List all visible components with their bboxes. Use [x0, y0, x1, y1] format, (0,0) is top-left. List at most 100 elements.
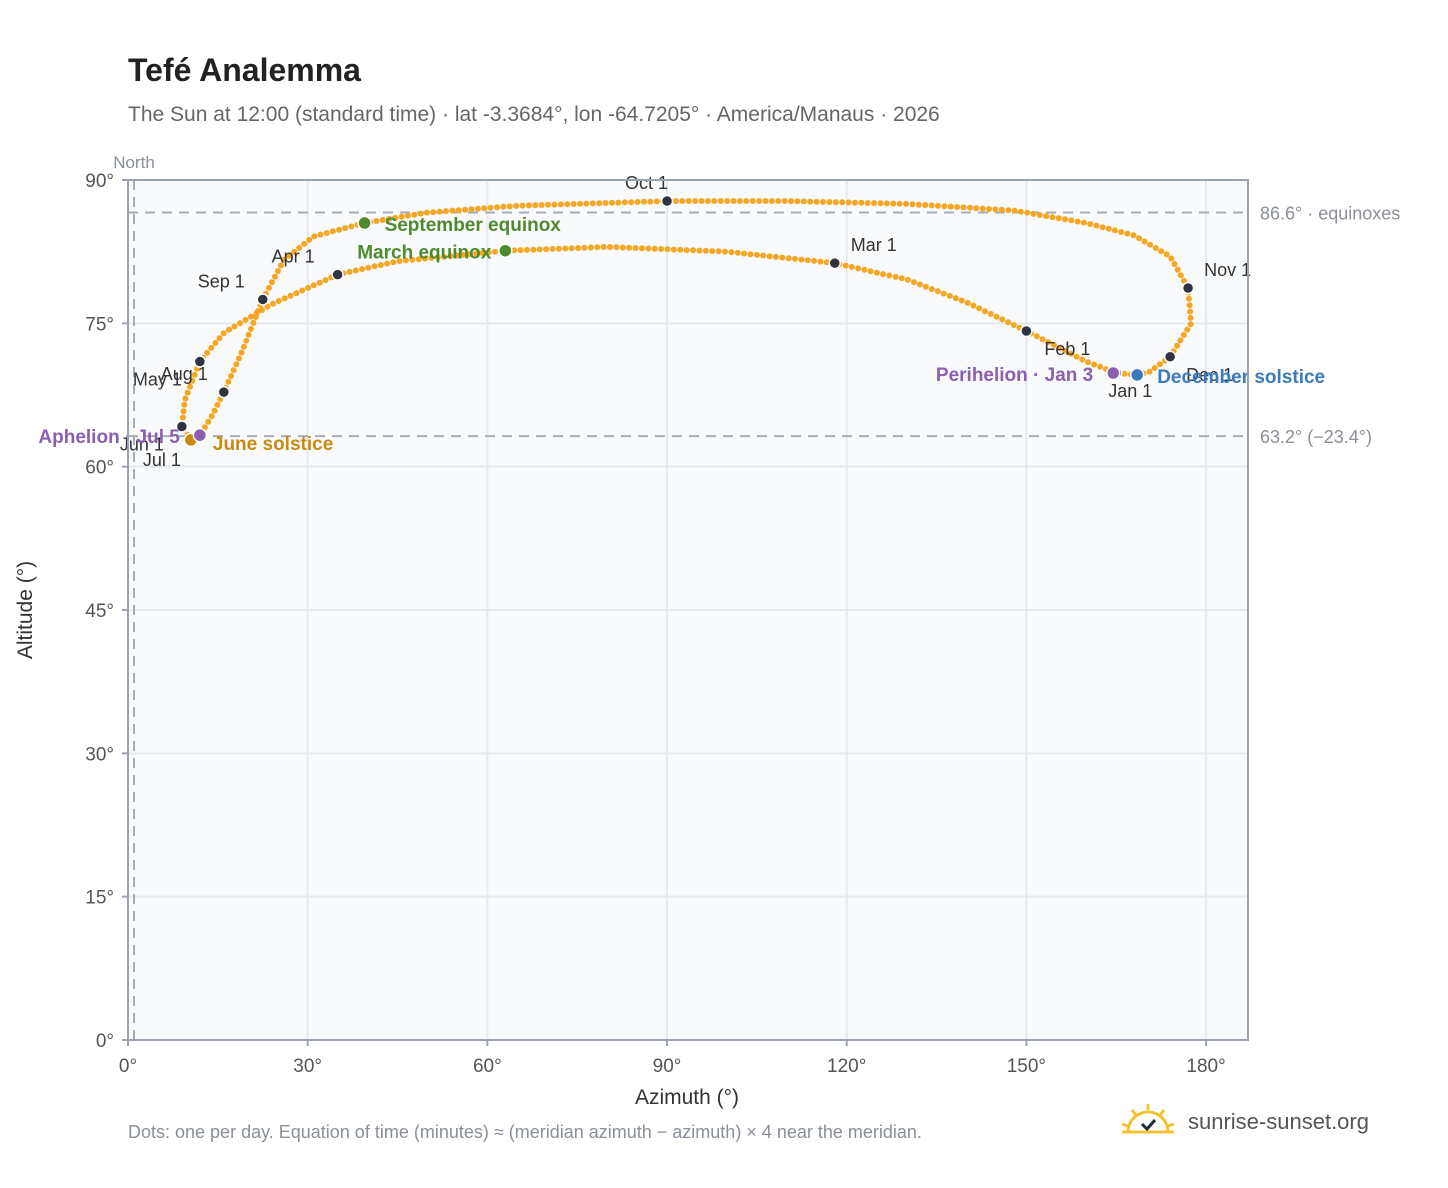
month-marker	[1163, 350, 1177, 364]
daily-dot	[1062, 347, 1069, 354]
daily-dot	[287, 292, 294, 299]
daily-dot	[299, 287, 306, 294]
daily-dot	[647, 198, 654, 205]
daily-dot	[999, 316, 1006, 323]
daily-dot	[311, 233, 318, 240]
daily-dot	[1118, 229, 1125, 235]
daily-dot	[645, 245, 652, 252]
daily-dot	[575, 245, 582, 251]
daily-dot	[245, 331, 252, 338]
daily-dot	[525, 202, 532, 209]
daily-dot	[596, 200, 603, 207]
daily-dot	[672, 198, 679, 204]
month-label: Apr 1	[272, 247, 315, 267]
daily-dot	[281, 295, 288, 302]
daily-dot	[589, 200, 596, 207]
daily-dot	[864, 200, 871, 206]
daily-dot	[1091, 361, 1098, 368]
daily-dot	[1152, 245, 1159, 251]
daily-dot	[182, 395, 189, 402]
daily-dot	[296, 244, 303, 251]
daily-dot	[1130, 232, 1137, 239]
month-marker	[828, 256, 841, 270]
daily-dot	[813, 198, 820, 205]
daily-dot	[952, 295, 959, 302]
daily-dot	[179, 414, 186, 421]
daily-dot	[377, 262, 384, 268]
daily-dot	[587, 244, 594, 251]
x-axis-label: Azimuth (°)	[635, 1086, 739, 1109]
daily-dot	[487, 204, 494, 211]
daily-dot	[743, 198, 750, 204]
month-marker	[193, 355, 207, 368]
daily-dot	[886, 272, 893, 279]
daily-dot	[365, 264, 372, 271]
daily-dot	[1177, 337, 1184, 344]
daily-dot	[316, 279, 323, 286]
daily-dot	[935, 202, 941, 209]
chart-title: Tefé Analemma	[128, 52, 361, 88]
daily-dot	[513, 202, 520, 209]
daily-dot	[609, 199, 615, 206]
daily-dot	[811, 257, 818, 264]
reference-label: 63.2° (−23.4°)	[1260, 427, 1372, 447]
daily-dot	[696, 247, 703, 254]
daily-dot	[1186, 302, 1193, 309]
daily-dot	[208, 344, 215, 351]
x-tick-label: 0°	[119, 1056, 137, 1077]
daily-dot	[386, 215, 392, 222]
daily-dot	[447, 253, 454, 260]
daily-dot	[231, 323, 238, 330]
daily-dot	[1062, 216, 1068, 223]
daily-dot	[607, 244, 613, 250]
daily-dot	[715, 248, 722, 255]
daily-dot	[398, 213, 405, 220]
daily-dot	[807, 198, 814, 205]
brand[interactable]: sunrise-sunset.org	[1120, 1100, 1369, 1144]
daily-dot	[967, 204, 973, 211]
daily-dot	[191, 371, 198, 378]
daily-dot	[979, 205, 986, 212]
daily-dot	[278, 262, 284, 269]
daily-dot	[1105, 225, 1112, 232]
daily-dot	[987, 310, 994, 317]
daily-dot	[685, 198, 692, 204]
daily-dot	[322, 277, 329, 284]
daily-dot	[621, 199, 628, 206]
daily-dot	[286, 252, 293, 259]
daily-dot	[220, 330, 227, 337]
event-markers: March equinox September equinox June solst…	[38, 215, 1325, 455]
daily-dot	[1080, 219, 1087, 226]
daily-dot	[626, 244, 633, 251]
daily-dot	[583, 200, 590, 207]
daily-dot	[615, 199, 622, 206]
daily-dot	[877, 200, 884, 207]
daily-dot	[940, 290, 947, 297]
daily-dot	[396, 258, 403, 264]
daily-dot	[275, 298, 282, 304]
daily-dot	[634, 199, 641, 205]
event-marker	[498, 243, 513, 258]
daily-dot	[779, 254, 786, 261]
daily-dot	[305, 284, 311, 291]
event-marker	[357, 215, 372, 231]
y-tick-label: 15°	[85, 888, 114, 909]
daily-dot	[352, 267, 359, 274]
daily-dot	[964, 299, 971, 306]
daily-dot	[747, 251, 754, 258]
daily-dot	[248, 325, 254, 332]
daily-dot	[711, 198, 718, 204]
daily-dot	[658, 246, 665, 252]
daily-dot	[766, 253, 773, 260]
daily-dot	[1050, 342, 1057, 348]
daily-dot	[794, 198, 801, 205]
daily-dot	[832, 199, 839, 206]
daily-dot	[1043, 213, 1050, 220]
daily-dot	[473, 250, 479, 257]
daily-dot	[982, 308, 988, 315]
daily-dot	[741, 250, 748, 257]
daily-dot	[466, 251, 473, 258]
daily-dot	[281, 256, 288, 263]
daily-dot	[728, 249, 735, 256]
